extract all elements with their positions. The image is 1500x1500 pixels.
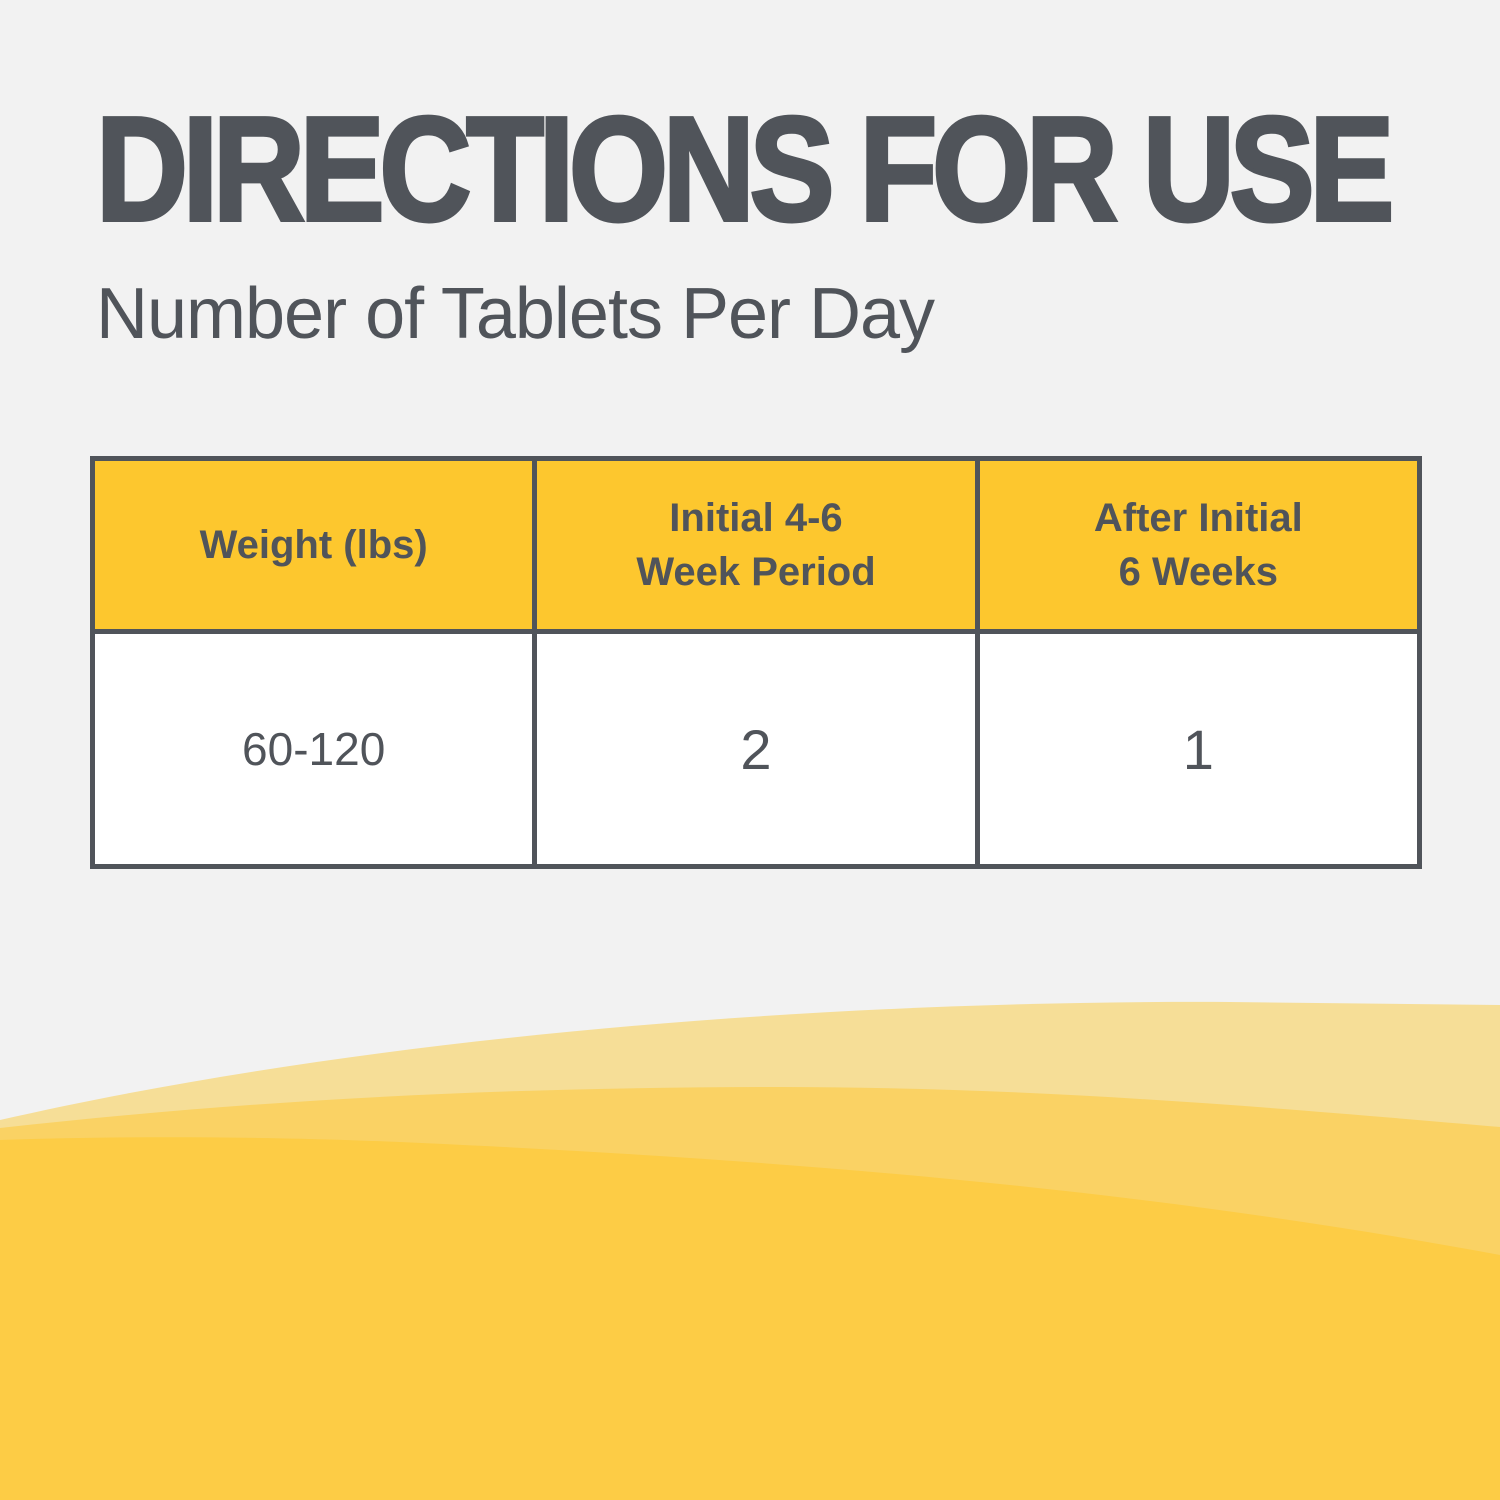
- wave-dark: [0, 1137, 1500, 1500]
- table-header-row: Weight (lbs) Initial 4-6 Week Period Afte…: [89, 456, 1423, 634]
- cell-initial-tablets: 2: [532, 629, 980, 869]
- table-row: 60-120 2 1: [89, 629, 1423, 869]
- header-line1: After Initial: [1093, 496, 1303, 540]
- cell-weight: 60-120: [89, 629, 538, 869]
- page-subtitle: Number of Tablets Per Day: [96, 274, 935, 354]
- header-line2: 6 Weeks: [1118, 550, 1279, 594]
- header-after-initial: After Initial 6 Weeks: [974, 456, 1423, 634]
- header-line1: Initial 4-6: [669, 496, 843, 540]
- header-line2: Week Period: [636, 550, 876, 594]
- header-initial-period: Initial 4-6 Week Period: [532, 456, 980, 634]
- header-weight: Weight (lbs): [89, 456, 538, 634]
- dosage-table: Weight (lbs) Initial 4-6 Week Period Afte…: [89, 456, 1423, 869]
- cell-after-tablets: 1: [974, 629, 1423, 869]
- page-title: DIRECTIONS FOR USE: [94, 87, 1396, 252]
- header-weight-label: Weight (lbs): [199, 523, 428, 567]
